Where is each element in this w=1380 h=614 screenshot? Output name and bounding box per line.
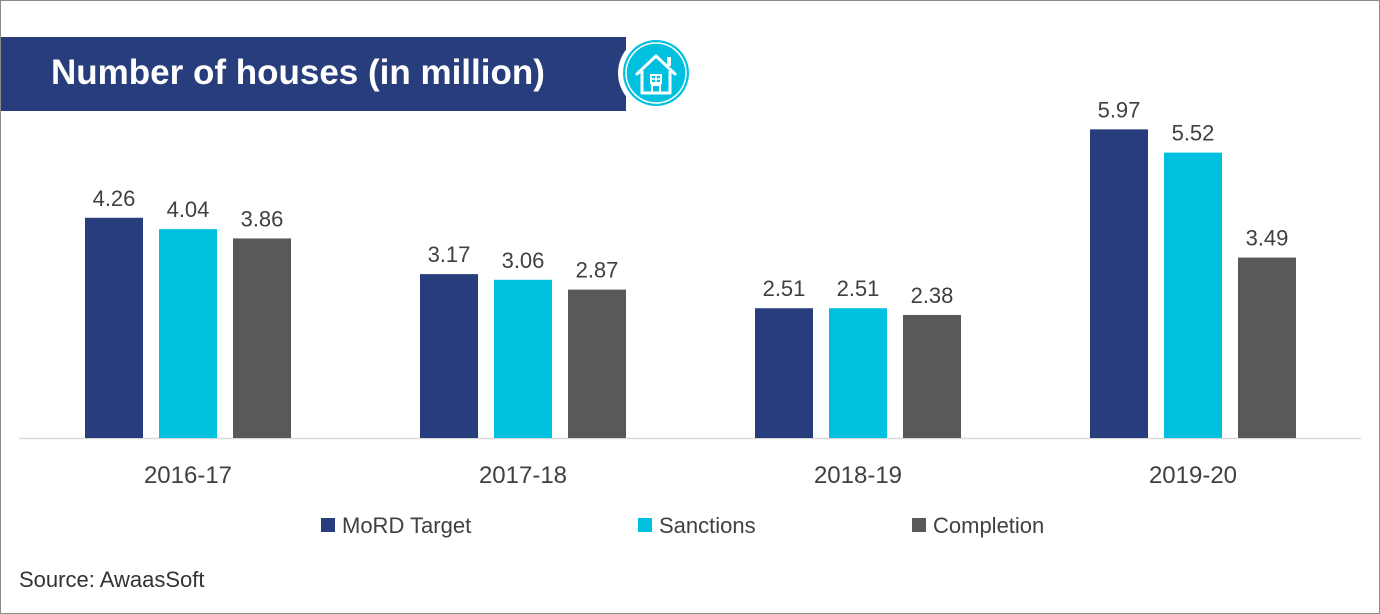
chart-title: Number of houses (in million) bbox=[51, 53, 545, 92]
legend-swatch bbox=[638, 518, 652, 532]
bar-2017-18-sanctions bbox=[494, 279, 552, 438]
bar-2016-17-mord-target bbox=[85, 217, 143, 438]
data-label: 2.38 bbox=[911, 283, 954, 308]
bar-2016-17-completion bbox=[233, 238, 291, 438]
legend-swatch bbox=[912, 518, 926, 532]
bar-2018-19-mord-target bbox=[755, 308, 813, 438]
legend-label: Sanctions bbox=[659, 513, 756, 538]
data-label: 4.04 bbox=[167, 197, 210, 222]
bar-2017-18-mord-target bbox=[420, 274, 478, 438]
bar-2019-20-completion bbox=[1238, 257, 1296, 438]
data-label: 3.06 bbox=[502, 248, 545, 273]
x-tick-label: 2017-18 bbox=[479, 462, 567, 489]
data-label: 2.51 bbox=[837, 276, 880, 301]
source-note: Source: AwaasSoft bbox=[19, 567, 205, 592]
bar-2018-19-completion bbox=[903, 314, 961, 438]
legend-swatch bbox=[321, 518, 335, 532]
data-label: 2.87 bbox=[576, 258, 619, 283]
data-label: 4.26 bbox=[93, 186, 136, 211]
bar-2017-18-completion bbox=[568, 289, 626, 438]
data-label: 3.49 bbox=[1246, 226, 1289, 251]
bar-2019-20-mord-target bbox=[1090, 129, 1148, 438]
data-label: 5.97 bbox=[1098, 97, 1141, 122]
x-tick-label: 2018-19 bbox=[814, 462, 902, 489]
legend-label: MoRD Target bbox=[342, 513, 471, 538]
legend-label: Completion bbox=[933, 513, 1044, 538]
data-label: 3.86 bbox=[241, 206, 284, 231]
house-icon bbox=[618, 35, 694, 111]
data-label: 2.51 bbox=[763, 276, 806, 301]
data-label: 5.52 bbox=[1172, 121, 1215, 146]
data-label: 3.17 bbox=[428, 242, 471, 267]
bar-2018-19-sanctions bbox=[829, 308, 887, 438]
bar-2019-20-sanctions bbox=[1164, 152, 1222, 438]
bar-2016-17-sanctions bbox=[159, 229, 217, 438]
x-tick-label: 2016-17 bbox=[144, 462, 232, 489]
x-tick-label: 2019-20 bbox=[1149, 462, 1237, 489]
title-banner bbox=[1, 37, 626, 111]
